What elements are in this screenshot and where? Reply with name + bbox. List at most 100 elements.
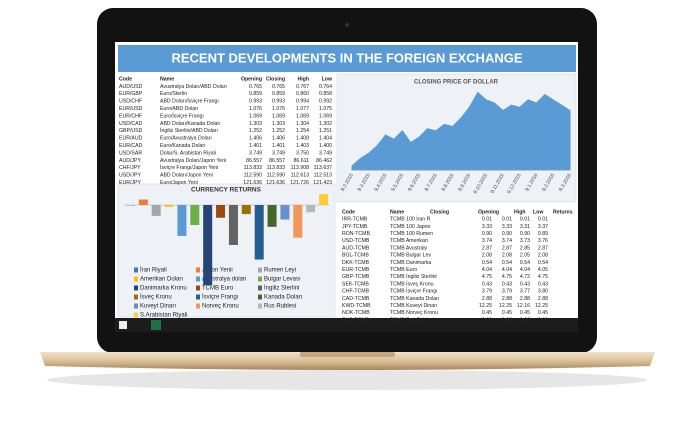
table-cell: EUR/JPY xyxy=(119,180,141,186)
table-header: High xyxy=(514,209,526,215)
table-cell: 0.859 xyxy=(272,91,285,97)
table-cell: 3.749 xyxy=(272,150,285,156)
table-cell: Avustralya Doları/ABD Doları xyxy=(160,84,227,90)
bar xyxy=(165,205,174,207)
table-cell: CHF-TCMB xyxy=(342,289,370,295)
table-cell: 0.767 xyxy=(296,84,309,90)
table-cell: Euro/Sterlin xyxy=(160,91,187,97)
table-cell: 0.764 xyxy=(319,84,332,90)
bar xyxy=(190,205,199,225)
table-cell: RON-TCMB xyxy=(342,231,370,237)
table-cell: 0.43 xyxy=(520,281,530,287)
table-cell: 4.04 xyxy=(520,267,530,273)
table-cell: AUD-TCMB xyxy=(342,245,370,251)
legend-swatch xyxy=(196,268,200,273)
table-cell: 121.726 xyxy=(290,180,309,186)
table-cell: TCMB İsveç Kronu xyxy=(390,280,434,287)
table-cell: 0.90 xyxy=(482,231,492,237)
table-cell: 1.400 xyxy=(319,143,332,149)
table-cell: 112.613 xyxy=(291,173,309,179)
table-cell: EUR-TCMB xyxy=(342,267,370,273)
legend-label: İsviçre Frangı xyxy=(202,294,239,301)
notch xyxy=(300,352,395,357)
table-cell: TCMB 100 Rumen xyxy=(390,231,433,237)
table-cell: 113.637 xyxy=(314,165,332,171)
table-cell: 2.87 xyxy=(538,245,548,251)
table-cell: 1.404 xyxy=(319,136,332,142)
table-cell: 0.43 xyxy=(502,281,512,287)
legend-swatch xyxy=(134,286,138,291)
table-cell: 0.54 xyxy=(502,260,512,266)
legend-swatch xyxy=(258,295,262,300)
table-cell: Euro/Avustralya Doları xyxy=(160,136,212,142)
table-cell: 1.406 xyxy=(249,136,262,142)
table-cell: 0.858 xyxy=(319,91,332,97)
table-cell: 4.04 xyxy=(482,267,492,273)
table-cell: 86.557 xyxy=(246,158,262,164)
table-cell: 0.860 xyxy=(296,91,309,97)
table-cell: 3.79 xyxy=(502,289,512,295)
table-cell: 1.069 xyxy=(319,113,332,119)
table-cell: 2.88 xyxy=(520,296,530,302)
bar xyxy=(216,205,225,218)
legend-label: Bulgar Levası xyxy=(264,277,301,283)
table-cell: 4.75 xyxy=(538,274,548,280)
table-cell: 1.075 xyxy=(319,106,332,112)
table-cell: 1.401 xyxy=(272,143,285,149)
excel-icon[interactable] xyxy=(151,320,161,330)
table-cell: 0.90 xyxy=(520,231,530,237)
table-cell: 1.076 xyxy=(249,106,262,112)
table-header: Closing xyxy=(430,209,449,215)
table-cell: 0.01 xyxy=(520,217,530,223)
table-cell: 1.069 xyxy=(296,113,309,119)
table-cell: 121.636 xyxy=(243,180,262,186)
table-cell: EUR/CAD xyxy=(119,143,143,149)
table-cell: BGL-TCMB xyxy=(342,253,369,259)
table-cell: Euro/Japon Yeni xyxy=(160,180,198,186)
table-cell: 113.908 xyxy=(291,165,309,171)
table-cell: TCMB 100 İran R xyxy=(390,216,431,223)
table-cell: CHF/JPY xyxy=(119,165,141,171)
table-cell: Avustralya Doları/Japon Yeni xyxy=(160,158,226,164)
table-cell: 112.513 xyxy=(314,173,332,179)
table-cell: 3.79 xyxy=(482,289,492,295)
table-cell: 1.252 xyxy=(272,128,285,134)
table-cell: 0.54 xyxy=(482,260,492,266)
legend-label: İngiliz Sterlini xyxy=(264,285,299,292)
table-cell: 0.859 xyxy=(249,91,262,97)
legend-swatch xyxy=(196,286,200,291)
table-cell: 1.401 xyxy=(249,143,262,149)
table-cell: 2.08 xyxy=(482,253,492,259)
table-cell: 2.88 xyxy=(502,296,512,302)
table-cell: 3.74 xyxy=(482,238,492,244)
table-cell: GBP/USD xyxy=(119,128,143,134)
start-button[interactable] xyxy=(119,321,127,329)
legend-swatch xyxy=(258,268,262,273)
table-cell: TCMB Bulgar Lev xyxy=(390,253,431,259)
table-cell: 0.45 xyxy=(538,310,548,316)
table-cell: 1.254 xyxy=(296,128,309,134)
table-cell: TCMB İngiliz Sterlini xyxy=(390,273,437,280)
table-header: Code xyxy=(119,76,132,82)
legend-swatch xyxy=(134,268,138,273)
table-cell: 12.25 xyxy=(535,303,548,309)
table-cell: 0.993 xyxy=(249,99,262,105)
table-header: High xyxy=(297,76,309,82)
bar xyxy=(255,205,264,260)
table-cell: TCMB Kanada Doları xyxy=(390,296,439,302)
table-cell: 0.06 xyxy=(502,317,512,323)
table-cell: TCMB Rus Rublesi xyxy=(390,317,434,323)
table-cell: TCMB 100 Japon xyxy=(390,224,430,230)
table-cell: İngiliz Sterlini/ABD Doları xyxy=(160,127,218,134)
table-header: Name xyxy=(390,209,404,215)
table-cell: 2.08 xyxy=(502,253,512,259)
table-header: Closing xyxy=(266,76,285,82)
table-cell: 3.80 xyxy=(538,289,548,295)
legend-swatch xyxy=(134,295,138,300)
legend-swatch xyxy=(196,295,200,300)
table-cell: 3.33 xyxy=(482,224,492,230)
table-cell: 0.01 xyxy=(502,217,512,223)
camera xyxy=(345,23,349,27)
bar xyxy=(139,200,148,205)
